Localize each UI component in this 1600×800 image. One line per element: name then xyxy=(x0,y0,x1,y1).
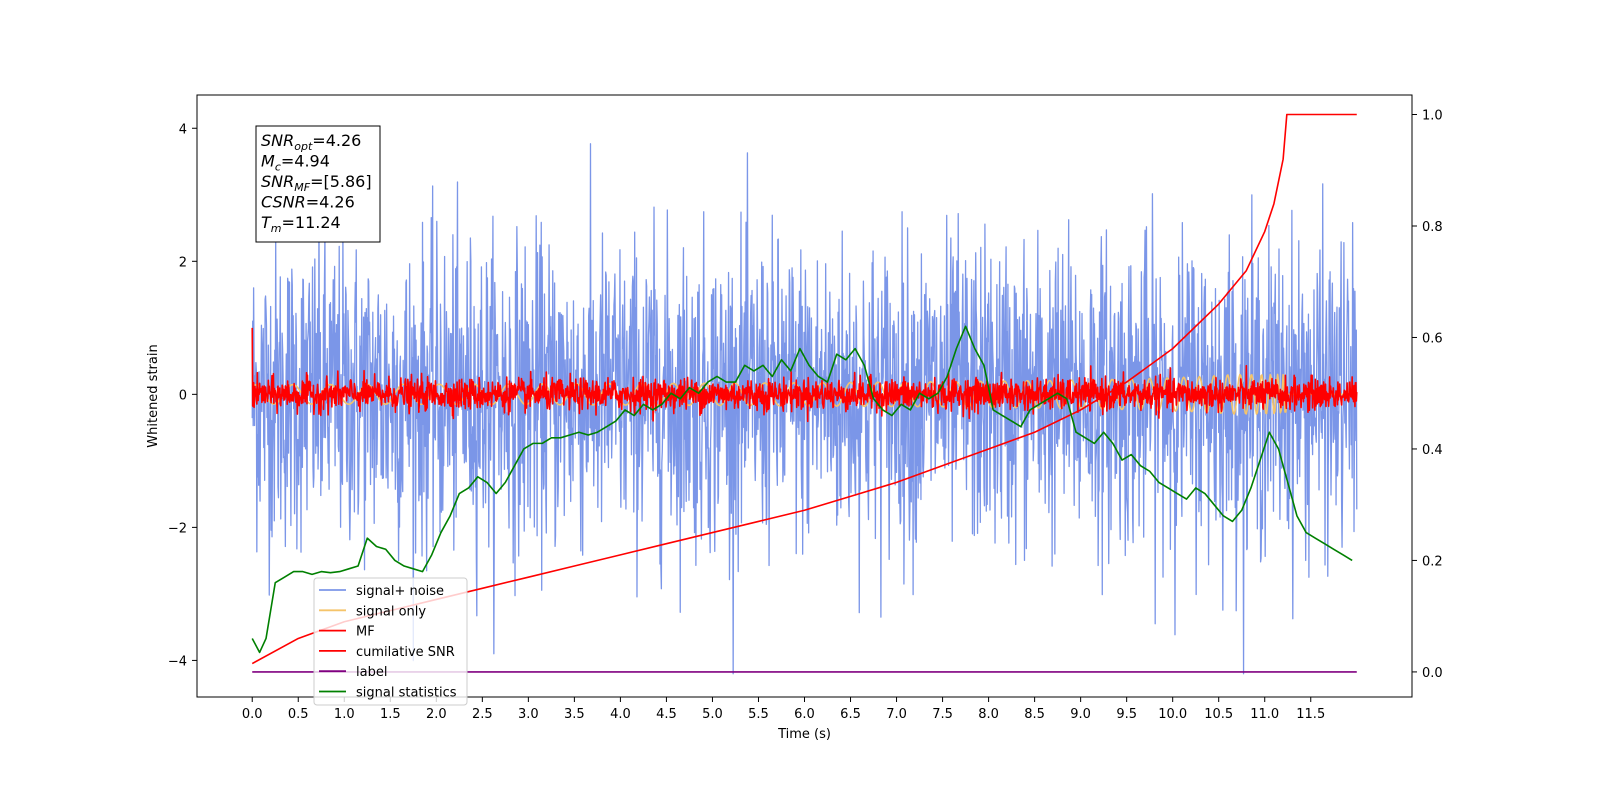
x-tick-label: 11.5 xyxy=(1296,707,1325,722)
y2-tick-label: 0.2 xyxy=(1422,554,1443,569)
legend-entry: signal only xyxy=(356,604,426,619)
x-tick-label: 2.0 xyxy=(426,707,447,722)
y-tick-label: 0 xyxy=(179,388,187,403)
x-tick-label: 1.5 xyxy=(380,707,401,722)
info-line: CSNR=4.26 xyxy=(261,193,355,212)
x-tick-label: 7.0 xyxy=(886,707,907,722)
y-tick-label: 2 xyxy=(179,255,187,270)
x-tick-label: 6.0 xyxy=(794,707,815,722)
y-tick-label: 4 xyxy=(179,122,187,137)
y2-tick-label: 0.0 xyxy=(1422,666,1443,681)
legend-entry: label xyxy=(356,665,387,680)
legend-frame xyxy=(313,577,468,706)
x-tick-label: 7.5 xyxy=(932,707,953,722)
legend-entry: signal+ noise xyxy=(356,584,444,599)
x-tick-label: 3.5 xyxy=(564,707,585,722)
x-tick-label: 2.5 xyxy=(472,707,493,722)
series-line-5 xyxy=(251,325,1353,654)
info-line: Tm=11.24 xyxy=(261,213,341,235)
legend-entry: cumilative SNR xyxy=(356,645,455,660)
y2-tick-label: 0.6 xyxy=(1422,331,1443,346)
y2-tick-label: 0.4 xyxy=(1422,443,1443,458)
x-tick-label: 6.5 xyxy=(840,707,861,722)
legend-entry: signal statistics xyxy=(356,686,457,701)
x-tick-label: 5.0 xyxy=(702,707,723,722)
x-tick-label: 4.5 xyxy=(656,707,677,722)
x-tick-label: 9.0 xyxy=(1070,707,1091,722)
x-tick-label: 3.0 xyxy=(518,707,539,722)
series-line-2 xyxy=(251,327,1358,423)
info-line: Mc=4.94 xyxy=(261,152,330,174)
info-line: SNRMF=[5.86] xyxy=(261,172,372,194)
x-tick-label: 9.5 xyxy=(1116,707,1137,722)
y-tick-label: −4 xyxy=(168,654,187,669)
x-tick-label: 0.0 xyxy=(242,707,263,722)
x-tick-label: 10.0 xyxy=(1158,707,1187,722)
y-axis-label: Whitened strain xyxy=(146,344,161,447)
x-tick-label: 8.5 xyxy=(1024,707,1045,722)
info-line: SNRopt=4.26 xyxy=(261,131,361,153)
x-tick-label: 11.0 xyxy=(1250,707,1279,722)
y-tick-label: −2 xyxy=(168,521,187,536)
legend-entry: MF xyxy=(356,625,375,640)
x-axis-label: Time (s) xyxy=(777,727,831,742)
y2-tick-label: 0.8 xyxy=(1422,220,1443,235)
y2-tick-label: 1.0 xyxy=(1422,109,1443,124)
x-tick-label: 0.5 xyxy=(288,707,309,722)
x-tick-label: 1.0 xyxy=(334,707,355,722)
x-tick-label: 5.5 xyxy=(748,707,769,722)
x-tick-label: 4.0 xyxy=(610,707,631,722)
info-annotation-box: SNRopt=4.26Mc=4.94SNRMF=[5.86]CSNR=4.26T… xyxy=(255,125,381,243)
legend: signal+ noise signal only MF cumilative SNR… xyxy=(313,577,468,706)
axes: 0.0 0.5 1.0 1.5 2.0 2.5 3.0 3.5 4.0 4.5 5.0 5.5 6.0 6… xyxy=(146,94,1443,742)
series-line-0 xyxy=(251,143,1358,675)
info-box-frame xyxy=(255,125,381,243)
x-tick-label: 10.5 xyxy=(1204,707,1233,722)
x-tick-label: 8.0 xyxy=(978,707,999,722)
